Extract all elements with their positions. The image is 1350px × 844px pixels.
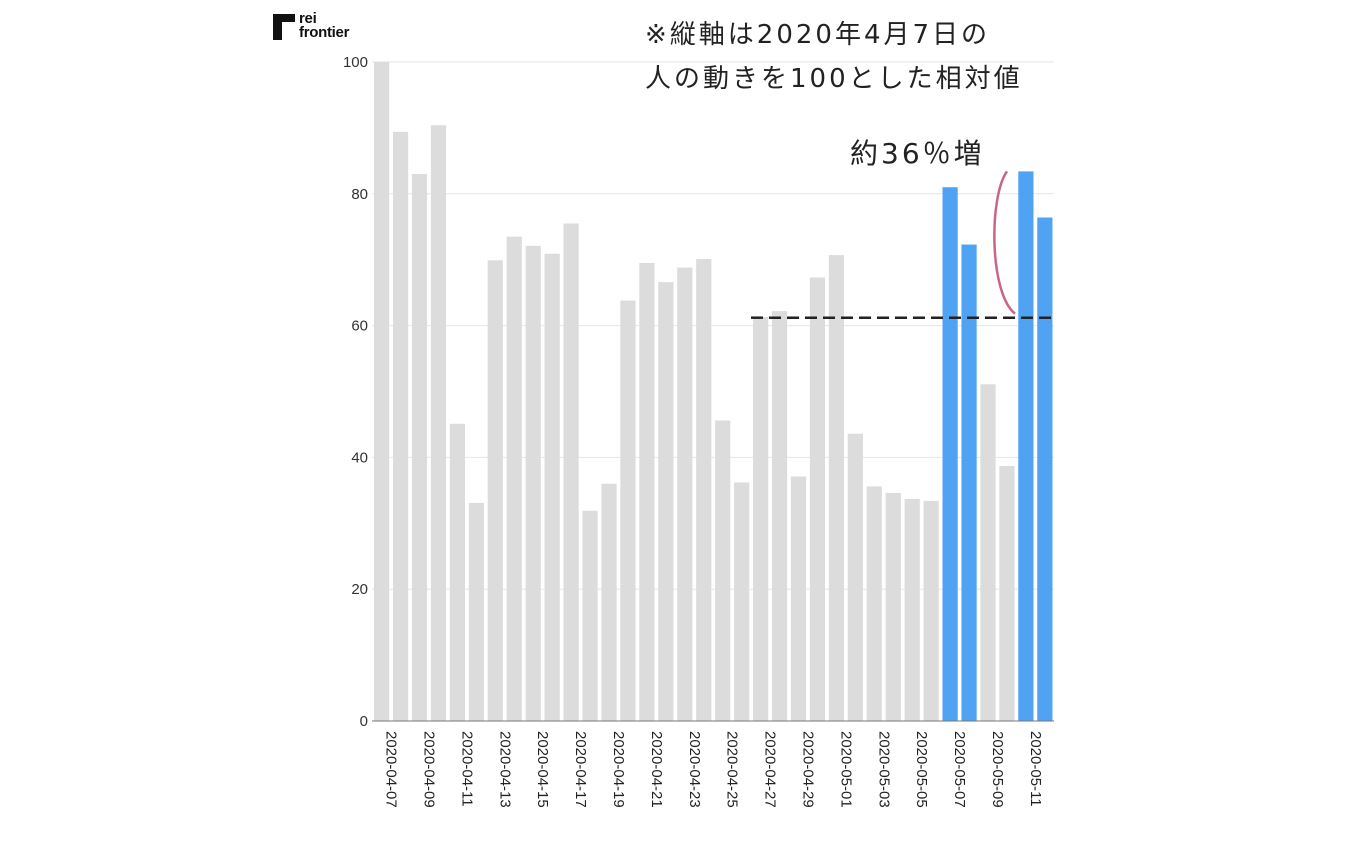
bar xyxy=(790,476,807,721)
x-tick-label: 2020-05-09 xyxy=(989,731,1006,808)
x-tick-label: 2020-04-09 xyxy=(421,731,438,808)
x-tick-label: 2020-04-21 xyxy=(648,731,665,808)
bar xyxy=(658,282,674,721)
x-tick-label: 2020-05-03 xyxy=(875,731,892,808)
y-tick-label: 40 xyxy=(351,449,368,466)
increase-label: 約36％増 xyxy=(850,137,985,170)
bar xyxy=(544,253,560,722)
x-tick-label: 2020-04-13 xyxy=(496,731,513,808)
bar xyxy=(942,187,958,721)
bar xyxy=(753,317,769,721)
logo-line-2: frontier xyxy=(299,24,350,41)
bars xyxy=(374,62,1053,722)
bar xyxy=(715,420,731,721)
bar xyxy=(828,255,844,721)
logo-mark xyxy=(273,14,295,40)
bar xyxy=(582,510,598,721)
y-tick-label: 60 xyxy=(351,318,368,335)
bar xyxy=(1037,217,1053,722)
x-tick-label: 2020-04-17 xyxy=(572,731,589,808)
bar xyxy=(847,433,863,721)
bar xyxy=(430,125,447,722)
logo-text: rei frontier xyxy=(299,10,350,41)
logo: rei frontier xyxy=(273,10,373,44)
bar xyxy=(1018,171,1034,722)
bar xyxy=(771,311,788,721)
bar xyxy=(980,384,996,721)
x-tick-label: 2020-04-27 xyxy=(762,731,779,808)
bar xyxy=(639,262,655,721)
bar xyxy=(620,300,636,721)
bar xyxy=(392,131,409,721)
x-tick-label: 2020-04-11 xyxy=(458,731,475,807)
x-tick-label: 2020-04-19 xyxy=(610,731,627,808)
bar xyxy=(506,236,522,721)
y-tick-label: 100 xyxy=(343,54,368,71)
bar xyxy=(563,223,579,721)
bar xyxy=(961,244,977,721)
x-tick-label: 2020-04-25 xyxy=(724,731,741,808)
bar xyxy=(999,465,1015,721)
bar xyxy=(374,62,390,721)
bar xyxy=(696,259,712,721)
bar xyxy=(601,483,617,721)
y-tick-label: 20 xyxy=(351,581,368,598)
x-tick-label: 2020-04-29 xyxy=(800,731,817,808)
bar xyxy=(449,423,465,721)
bar xyxy=(734,482,750,721)
bar xyxy=(904,498,920,721)
bar xyxy=(525,245,541,721)
x-tick-label: 2020-04-15 xyxy=(534,731,551,808)
x-tick-label: 2020-05-11 xyxy=(1027,731,1044,807)
logo-line-1: rei xyxy=(299,10,317,27)
axis-note-line-1: ※縦軸は2020年4月7日の xyxy=(645,20,991,50)
x-tick-label: 2020-04-07 xyxy=(383,731,400,808)
bar xyxy=(923,500,939,721)
x-tick-label: 2020-05-07 xyxy=(951,731,968,808)
y-tick-label: 0 xyxy=(360,713,368,730)
x-tick-label: 2020-05-05 xyxy=(913,731,930,808)
y-tick-label: 80 xyxy=(351,186,368,203)
y-axis-ticks: 0 20 40 60 80 100 xyxy=(343,54,368,730)
grid-lines xyxy=(372,61,1054,590)
bar xyxy=(677,267,693,721)
bar xyxy=(487,260,503,721)
bar xyxy=(885,492,901,721)
axis-note-line-2: 人の動きを100とした相対値 xyxy=(645,64,1023,94)
x-tick-label: 2020-04-23 xyxy=(686,731,703,808)
bar xyxy=(468,502,484,721)
x-tick-label: 2020-05-01 xyxy=(837,731,854,808)
bar xyxy=(866,486,882,721)
bar xyxy=(809,277,826,721)
x-axis-ticks: 2020-04-07 2020-04-09 2020-04-11 2020-04-13… xyxy=(383,731,1044,808)
bar xyxy=(411,174,428,721)
increase-bracket xyxy=(993,170,1016,315)
